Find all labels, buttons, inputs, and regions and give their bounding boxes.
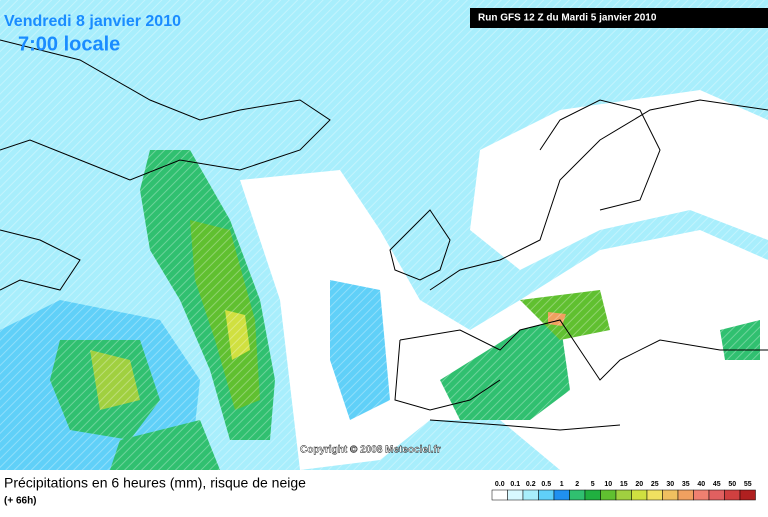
legend-label: 0.0 (495, 481, 505, 488)
legend-label: 30 (666, 481, 674, 488)
legend-swatch (646, 489, 663, 501)
legend-label: 10 (604, 481, 612, 488)
copyright: Copyright © 2008 Meteociel.fr (300, 445, 441, 456)
legend-swatch (615, 489, 632, 501)
run-banner (470, 8, 768, 28)
legend-label: 1 (560, 481, 564, 488)
legend-label: 35 (682, 481, 690, 488)
legend-swatch (631, 489, 648, 501)
legend-label: 20 (635, 481, 643, 488)
footer-title: Précipitations en 6 heures (mm), risque … (4, 475, 306, 491)
legend-label: 0.5 (541, 481, 551, 488)
legend-swatch (600, 489, 617, 501)
legend-swatch (522, 489, 539, 501)
legend-swatch (693, 489, 710, 501)
date-label: Vendredi 8 janvier 2010 (4, 13, 181, 30)
legend-swatch (491, 489, 508, 501)
time-label: 7:00 locale (18, 33, 120, 55)
legend-swatch (569, 489, 586, 501)
legend-swatch (739, 489, 756, 501)
legend-swatch (553, 489, 570, 501)
legend-label: 2 (575, 481, 579, 488)
legend-label: 40 (697, 481, 705, 488)
legend: 0.0 0.1 0.2 0.5 1 2 5 10 15 20 25 30 35 40 45 50 55 (491, 481, 756, 501)
legend-label: 50 (728, 481, 736, 488)
legend-label: 55 (744, 481, 752, 488)
legend-swatch (724, 489, 741, 501)
legend-label: 5 (591, 481, 595, 488)
legend-label: 25 (651, 481, 659, 488)
legend-swatch (708, 489, 725, 501)
legend-swatch (538, 489, 555, 501)
legend-swatch (584, 489, 601, 501)
legend-swatch (662, 489, 679, 501)
legend-swatch (507, 489, 524, 501)
map-area (0, 0, 768, 470)
legend-label: 0.2 (526, 481, 536, 488)
legend-label: 45 (713, 481, 721, 488)
legend-swatch (677, 489, 694, 501)
legend-label: 0.1 (510, 481, 520, 488)
run-label: Run GFS 12 Z du Mardi 5 janvier 2010 (478, 13, 657, 24)
lead-time: (+ 66h) (4, 496, 37, 507)
legend-label: 15 (620, 481, 628, 488)
